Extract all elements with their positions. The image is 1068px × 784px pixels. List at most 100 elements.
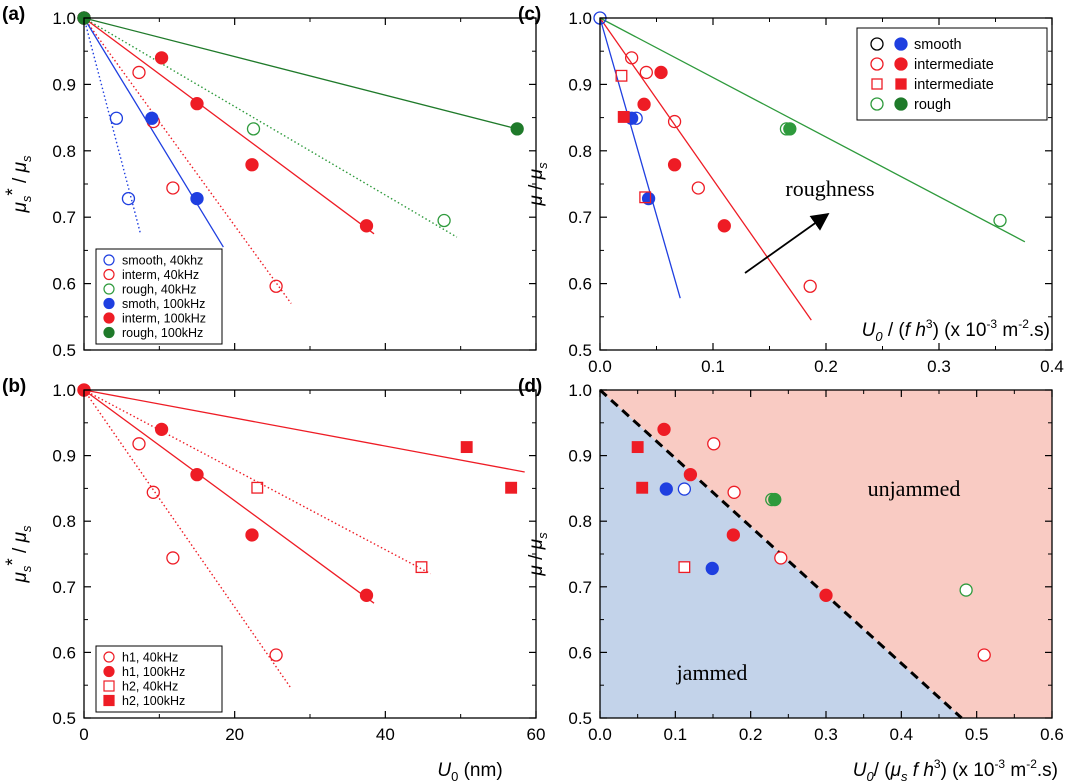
legend-marker — [894, 57, 908, 71]
x-tick-label: 0.2 — [814, 357, 838, 376]
data-point-c — [993, 213, 1007, 228]
legend-marker — [103, 268, 115, 281]
x-tick-label: 0.1 — [664, 725, 688, 744]
fit-line-b-0 — [83, 389, 292, 689]
data-point-a — [132, 65, 146, 80]
fit-line-a-3 — [83, 17, 224, 248]
x-tick-label: 0.0 — [588, 357, 612, 376]
data-point-d — [683, 467, 698, 482]
unjammed-label: unjammed — [868, 476, 961, 501]
y-axis-title-b: μs* / μs — [3, 525, 34, 584]
x-tick-label: 0.2 — [739, 725, 763, 744]
x-tick-label: 0.3 — [927, 357, 951, 376]
data-point-a — [359, 219, 374, 233]
y-tick-label: 0.7 — [568, 578, 592, 597]
data-point-a — [166, 181, 180, 195]
data-point-a — [154, 51, 169, 65]
legend-marker — [895, 78, 907, 90]
legend-marker — [103, 254, 115, 266]
data-point-c — [624, 51, 639, 65]
y-tick-label: 0.9 — [568, 447, 592, 466]
legend-label: smooth, 40khz — [122, 254, 203, 268]
y-tick-label: 0.5 — [568, 709, 592, 728]
fit-line-c-3 — [599, 17, 1026, 243]
data-point-c — [667, 114, 682, 129]
legend-marker — [870, 57, 884, 71]
legend-label: h2, 100kHz — [122, 694, 185, 708]
unjammed-region — [600, 390, 1052, 718]
legend-label: interm, 40kHz — [122, 268, 199, 282]
y-tick-label: 1.0 — [568, 381, 592, 400]
legend-marker — [103, 651, 115, 663]
legend-label: h2, 40kHz — [122, 680, 178, 694]
fit-line-a-0 — [83, 17, 142, 234]
x-tick-label: 0.0 — [588, 725, 612, 744]
data-point-d — [678, 561, 691, 574]
legend-label: rough, 40kHz — [122, 283, 196, 297]
y-tick-label: 1.0 — [568, 9, 592, 28]
data-point-b — [154, 422, 169, 437]
y-tick-label: 0.7 — [52, 578, 76, 597]
data-point-d — [677, 482, 692, 496]
legend-label: h1, 100kHz — [122, 665, 185, 679]
data-point-a — [190, 191, 204, 206]
x-axis-title-c: U0 / (f h3) (x 10-3 m-2.s) — [862, 317, 1050, 344]
legend-marker — [894, 97, 908, 111]
data-point-c — [783, 122, 797, 136]
data-point-d — [659, 482, 673, 496]
legend-label: rough — [914, 97, 951, 113]
data-point-a — [269, 279, 283, 293]
data-point-d — [707, 437, 721, 451]
data-point-c — [803, 279, 817, 293]
data-point-d — [657, 422, 671, 437]
fit-line-a-1 — [83, 17, 292, 304]
legend-marker — [103, 312, 115, 324]
data-point-b — [132, 437, 146, 451]
y-axis-title-c: μ / μs — [526, 162, 550, 207]
data-point-c — [637, 97, 651, 111]
x-tick-label: 0.4 — [890, 725, 914, 744]
legend-label: rough, 100kHz — [122, 326, 203, 340]
data-point-c — [629, 111, 643, 125]
legend-marker — [894, 37, 908, 51]
x-tick-label: 0.5 — [965, 725, 989, 744]
legend-box-a — [95, 248, 223, 345]
legend-marker — [870, 37, 884, 51]
data-point-a — [437, 213, 451, 228]
legend-marker — [103, 665, 115, 678]
x-tick-label: 0.6 — [1040, 725, 1064, 744]
data-point-a — [121, 191, 136, 206]
data-point-b — [359, 588, 374, 602]
data-point-a — [245, 158, 259, 172]
fit-line-a-2 — [83, 17, 458, 238]
data-point-c — [615, 69, 628, 82]
data-point-a — [246, 122, 261, 136]
x-tick-label: 0.3 — [814, 725, 838, 744]
data-point-b — [190, 467, 204, 482]
fit-line-b-1 — [83, 389, 375, 604]
axes-layer — [83, 17, 1053, 719]
y-tick-label: 0.9 — [568, 75, 592, 94]
legend-box-b — [95, 645, 223, 713]
y-tick-label: 0.8 — [52, 142, 76, 161]
y-tick-label: 0.6 — [568, 275, 592, 294]
x-tick-label: 0 — [79, 725, 88, 744]
data-point-c — [717, 219, 731, 233]
data-point-a — [109, 111, 124, 125]
data-point-d — [819, 588, 833, 602]
y-tick-label: 0.9 — [52, 75, 76, 94]
fit-line-c-1 — [599, 17, 812, 321]
y-tick-label: 0.6 — [568, 643, 592, 662]
y-tick-label: 0.7 — [52, 208, 76, 227]
y-tick-label: 0.7 — [568, 208, 592, 227]
data-point-d — [727, 485, 741, 499]
panel-label-d: (d) — [518, 376, 542, 397]
data-point-d — [705, 561, 719, 576]
y-tick-label: 0.5 — [52, 709, 76, 728]
legend-label: smoth, 100kHz — [122, 297, 205, 311]
legend-marker — [870, 97, 884, 111]
legend-label: smooth — [914, 37, 962, 53]
data-point-d — [768, 492, 782, 507]
legend-label: intermediate — [914, 77, 994, 93]
x-tick-label: 60 — [527, 725, 546, 744]
